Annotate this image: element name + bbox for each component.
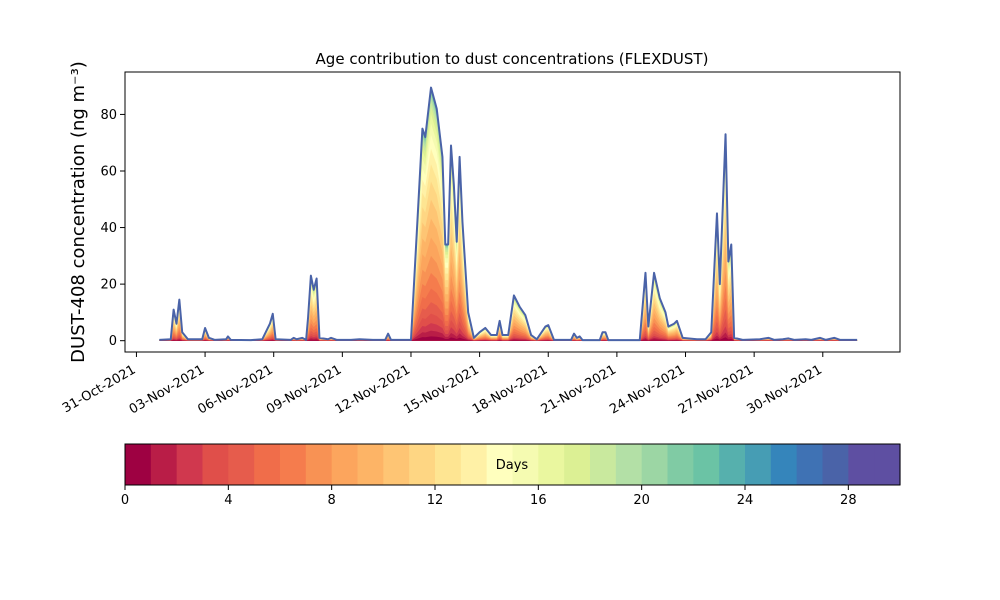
- age-band-24: [159, 88, 858, 341]
- colorbar-label: Days: [496, 458, 529, 473]
- y-tick-label: 40: [100, 221, 117, 236]
- colorbar-tick-label: 0: [121, 493, 129, 508]
- colorbar-tick-label: 24: [737, 493, 754, 508]
- colorbar-segment: [796, 444, 824, 485]
- colorbar-segment: [538, 444, 565, 485]
- colorbar-segment: [512, 444, 539, 485]
- x-tick-label: 12-Nov-2021: [333, 362, 413, 417]
- colorbar-segment: [254, 444, 281, 485]
- age-band-20: [159, 93, 858, 341]
- colorbar-segment: [693, 444, 720, 485]
- colorbar-segment: [357, 444, 384, 485]
- colorbar-segment: [305, 444, 333, 485]
- colorbar-tick-label: 20: [633, 493, 650, 508]
- age-band-25: [159, 87, 858, 341]
- colorbar-segment: [564, 444, 591, 485]
- age-band-22: [159, 89, 858, 341]
- colorbar-segment: [435, 444, 462, 485]
- x-tick-label: 24-Nov-2021: [607, 362, 687, 417]
- y-tick-label: 0: [109, 334, 117, 349]
- age-band-17: [159, 106, 858, 341]
- x-tick-label: 15-Nov-2021: [401, 362, 481, 417]
- x-tick-label: 31-Oct-2021: [60, 362, 138, 416]
- colorbar: 0 4 8 12 16 20 24 28: [121, 443, 901, 508]
- colorbar-segment: [822, 444, 849, 485]
- colorbar-tick-label: 28: [840, 493, 857, 508]
- colorbar-segment: [848, 444, 875, 485]
- colorbar-segment: [770, 444, 798, 485]
- age-band-8: [159, 237, 858, 341]
- age-band-21: [159, 91, 858, 341]
- colorbar-tick-label: 16: [530, 493, 547, 508]
- colorbar-segment: [280, 444, 307, 485]
- age-band-23: [159, 88, 858, 341]
- colorbar-segment: [615, 444, 643, 485]
- age-band-16: [159, 114, 858, 341]
- age-band-18: [159, 100, 858, 341]
- colorbar-segment: [409, 444, 436, 485]
- colorbar-tick-label: 12: [427, 493, 444, 508]
- colorbar-segment: [228, 444, 255, 485]
- colorbar-segment: [176, 444, 204, 485]
- colorbar-segment: [719, 444, 746, 485]
- age-band-10: [159, 199, 858, 341]
- age-band-27: [159, 87, 858, 341]
- x-tick-label: 09-Nov-2021: [264, 362, 344, 417]
- x-tick-label: 30-Nov-2021: [745, 362, 825, 417]
- plot-frame: [124, 71, 901, 353]
- age-band-13: [159, 148, 858, 341]
- age-band-19: [159, 96, 858, 341]
- age-band-29: [159, 87, 858, 341]
- colorbar-frame: [124, 443, 901, 486]
- y-tick-label: 80: [100, 108, 117, 123]
- plot-area: 0 20 40 60 80 31-Oct-202103-Nov-202106-Nov-20…: [60, 71, 901, 417]
- age-bands: [159, 87, 858, 341]
- colorbar-segment: [331, 444, 359, 485]
- colorbar-tick-label: 8: [328, 493, 336, 508]
- x-tick-label: 06-Nov-2021: [195, 362, 275, 417]
- x-tick-label: 03-Nov-2021: [127, 362, 207, 417]
- colorbar-segment: [745, 444, 772, 485]
- colorbar-segment: [486, 444, 514, 485]
- colorbar-segment: [590, 444, 617, 485]
- x-tick-label: 21-Nov-2021: [539, 362, 619, 417]
- age-band-26: [159, 87, 858, 341]
- total-concentration-line: [159, 86, 858, 342]
- colorbar-segment: [667, 444, 694, 485]
- colorbar-segment: [125, 444, 152, 485]
- colorbar-segment: [202, 444, 229, 485]
- colorbar-segment: [460, 444, 488, 485]
- colorbar-segment: [874, 444, 901, 485]
- colorbar-tick-label: 4: [224, 493, 232, 508]
- age-band-7: [159, 255, 858, 341]
- age-band-11: [159, 181, 858, 341]
- colorbar-segment: [150, 444, 178, 485]
- age-band-28: [159, 87, 858, 341]
- colorbar-segment: [641, 444, 669, 485]
- colorbar-segment: [383, 444, 410, 485]
- x-tick-label: 18-Nov-2021: [470, 362, 550, 417]
- age-band-15: [159, 123, 858, 341]
- age-band-12: [159, 164, 858, 341]
- age-band-9: [159, 218, 858, 341]
- chart-title: Age contribution to dust concentrations …: [316, 50, 709, 68]
- age-band-14: [159, 135, 858, 341]
- y-tick-label: 60: [100, 164, 117, 179]
- y-axis-label: DUST-408 concentration (ng m⁻³): [68, 61, 89, 363]
- x-tick-label: 27-Nov-2021: [676, 362, 756, 417]
- y-tick-label: 20: [100, 278, 117, 293]
